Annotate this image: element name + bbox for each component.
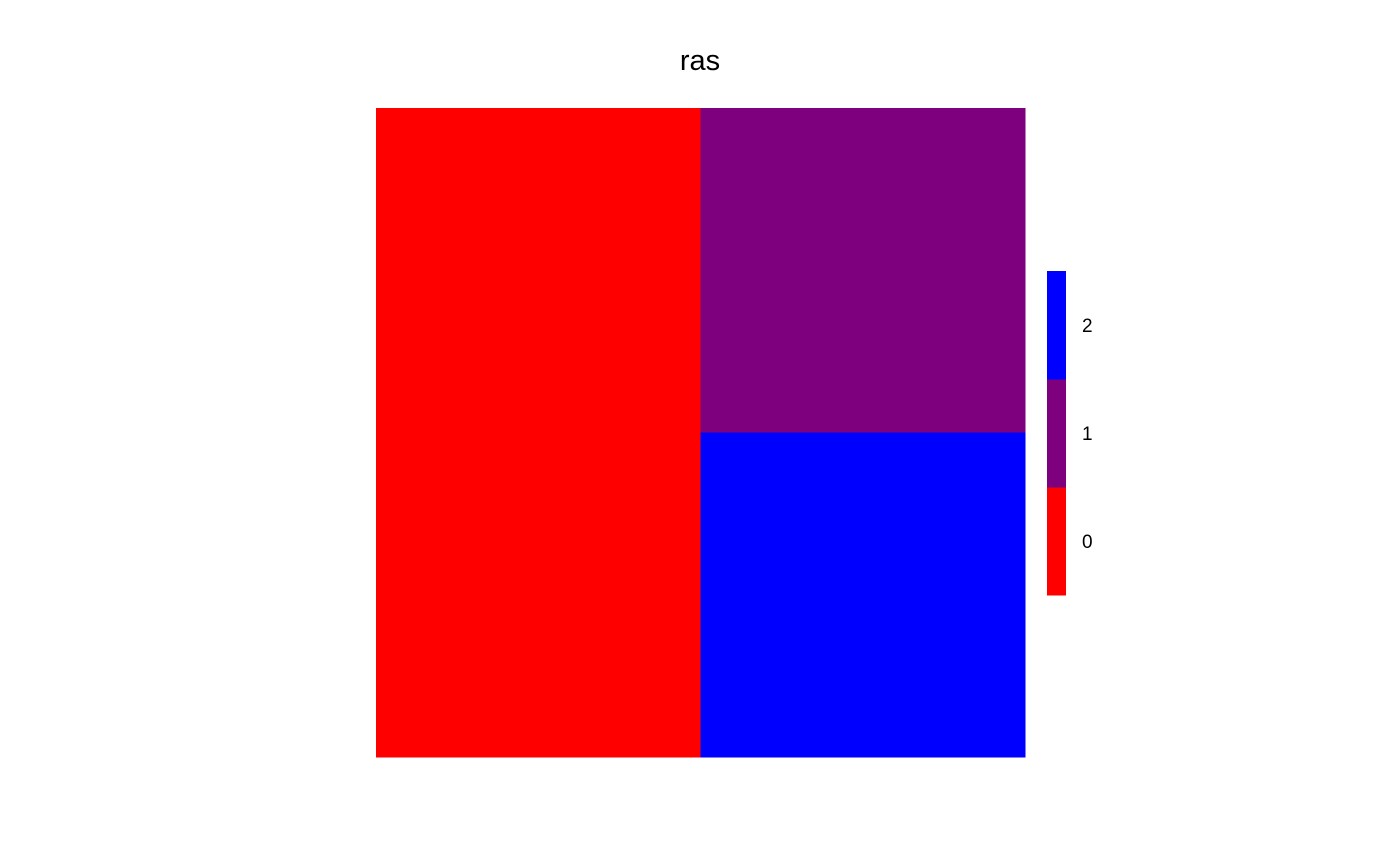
- legend-swatch-0: [1047, 487, 1066, 596]
- legend-swatch-2: [1047, 271, 1066, 380]
- raster-grid: [376, 108, 1026, 758]
- raster-cell-r1-c2: [700, 108, 1026, 433]
- legend-label-2: 2: [1082, 316, 1093, 337]
- raster-cell-r2-c1: [376, 432, 701, 758]
- raster-cell-r2-c2: [700, 432, 1026, 758]
- legend-label-0: 0: [1082, 532, 1093, 553]
- chart-title: ras: [680, 45, 720, 77]
- raster-cell-r1-c1: [376, 108, 701, 433]
- legend-label-1: 1: [1082, 424, 1093, 445]
- legend-swatch-1: [1047, 379, 1066, 488]
- legend: 0 1 2: [1047, 271, 1093, 596]
